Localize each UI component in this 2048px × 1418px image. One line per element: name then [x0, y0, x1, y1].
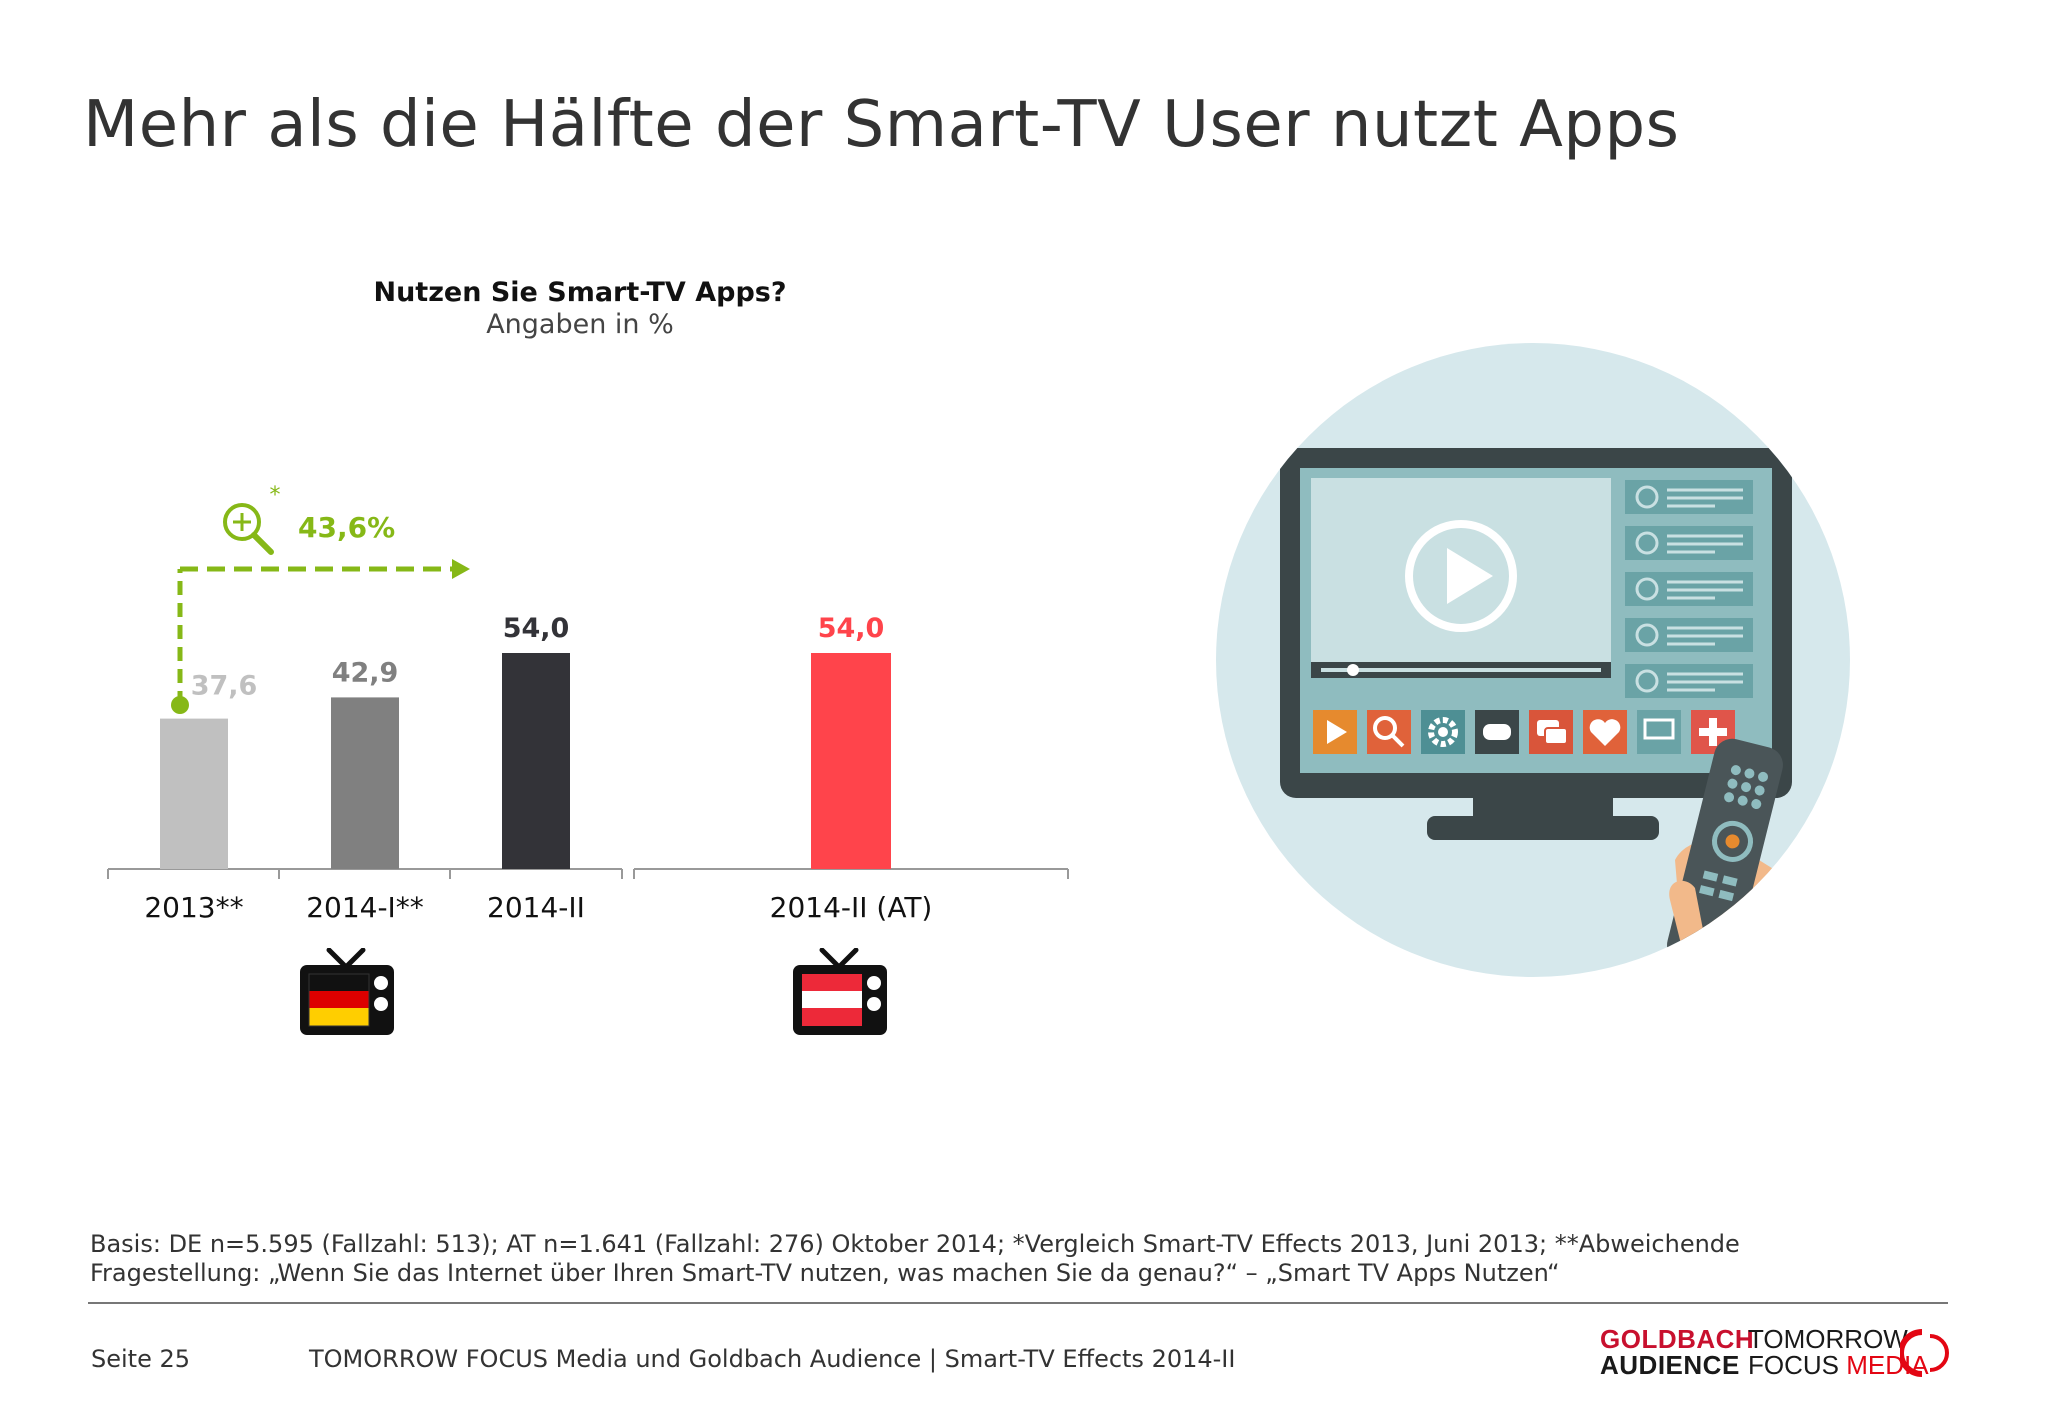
tomorrow-focus-media-logo: TOMORROW FOCUS MEDIA	[1748, 1326, 1929, 1378]
bar-value-label: 54,0	[818, 613, 885, 644]
bar	[502, 653, 570, 869]
playlist-items	[1625, 480, 1753, 698]
footnote-line-2: Fragestellung: „Wenn Sie das Internet üb…	[90, 1259, 1560, 1287]
category-label: 2014-I**	[306, 891, 424, 924]
bar-value-label: 42,9	[332, 657, 399, 688]
goldbach-audience-logo: GOLDBACH AUDIENCE	[1600, 1326, 1754, 1378]
tv-flag-de-icon	[300, 948, 394, 1035]
logo-tfm-line1: TOMORROW	[1748, 1324, 1908, 1354]
category-label: 2014-II	[487, 891, 585, 924]
annotation-asterisk: *	[270, 483, 281, 508]
bar	[160, 718, 228, 869]
logo-goldbach-line2: AUDIENCE	[1600, 1350, 1740, 1380]
smart-tv-illustration	[1216, 343, 1850, 977]
category-label: 2014-II (AT)	[770, 891, 933, 924]
logo-tfm-line2a: FOCUS	[1748, 1350, 1847, 1380]
footer-text: TOMORROW FOCUS Media und Goldbach Audien…	[309, 1345, 1236, 1373]
tfm-logo-mark-icon	[1900, 1329, 1949, 1377]
bar-value-label: 37,6	[191, 671, 258, 702]
bar	[331, 697, 399, 869]
bar-value-label: 54,0	[503, 613, 570, 644]
bar-chart: 37,6 2013** 42,9 2014-I** 54,0 2014-II 54,0 201…	[107, 483, 1069, 924]
chart-subtitle: Angaben in %	[486, 309, 674, 340]
footer-divider	[88, 1302, 1948, 1304]
slide-title: Mehr als die Hälfte der Smart-TV User nu…	[83, 88, 1680, 162]
category-label: 2013**	[144, 891, 243, 924]
footnote-line-1: Basis: DE n=5.595 (Fallzahl: 513); AT n=…	[90, 1230, 1740, 1258]
tv-flag-at-icon	[793, 948, 887, 1035]
magnifier-plus-icon	[223, 503, 261, 541]
bar	[811, 653, 891, 869]
annotation-arrowhead	[452, 559, 470, 579]
page-number: Seite 25	[91, 1345, 191, 1373]
annotation-label: 43,6%	[298, 511, 395, 544]
chart-title: Nutzen Sie Smart-TV Apps?	[373, 277, 787, 308]
footnote: Basis: DE n=5.595 (Fallzahl: 513); AT n=…	[90, 1230, 1970, 1288]
annotation-start-dot	[171, 696, 189, 714]
logo-goldbach-line1: GOLDBACH	[1600, 1324, 1755, 1354]
magnifier-handle	[251, 532, 274, 555]
